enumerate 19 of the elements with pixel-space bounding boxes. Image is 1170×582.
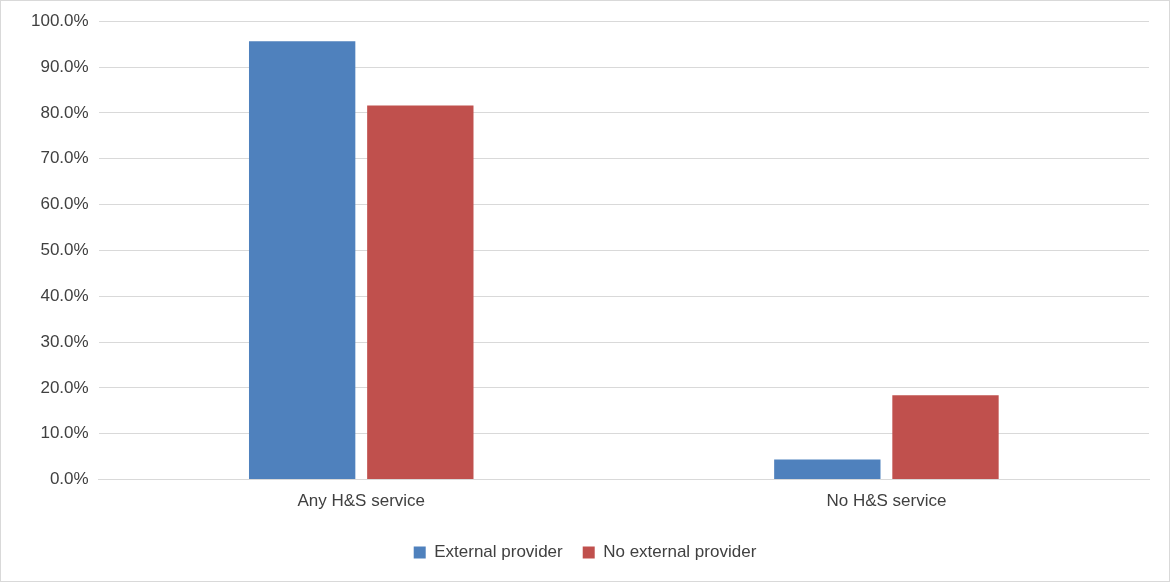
y-tick-label: 70.0% — [40, 148, 89, 168]
bar — [248, 41, 356, 480]
y-tick-label: 60.0% — [40, 194, 89, 214]
y-tick-label: 10.0% — [40, 423, 89, 443]
legend-label: No external provider — [603, 542, 757, 562]
y-tick-label: 20.0% — [40, 377, 89, 397]
legend-label: External provider — [434, 542, 564, 562]
bar — [774, 459, 881, 480]
y-tick-label: 40.0% — [40, 285, 89, 305]
y-tick-label: 90.0% — [40, 56, 89, 76]
x-tick-label: No H&S service — [826, 491, 947, 511]
x-tick-label: Any H&S service — [297, 491, 426, 511]
bar — [367, 105, 474, 480]
y-tick-label: 50.0% — [40, 240, 89, 260]
y-tick-label: 80.0% — [40, 102, 89, 122]
y-tick-label: 30.0% — [40, 331, 89, 351]
y-tick-label: 100.0% — [30, 10, 89, 30]
bar — [892, 395, 999, 480]
y-tick-label: 0.0% — [49, 469, 89, 489]
